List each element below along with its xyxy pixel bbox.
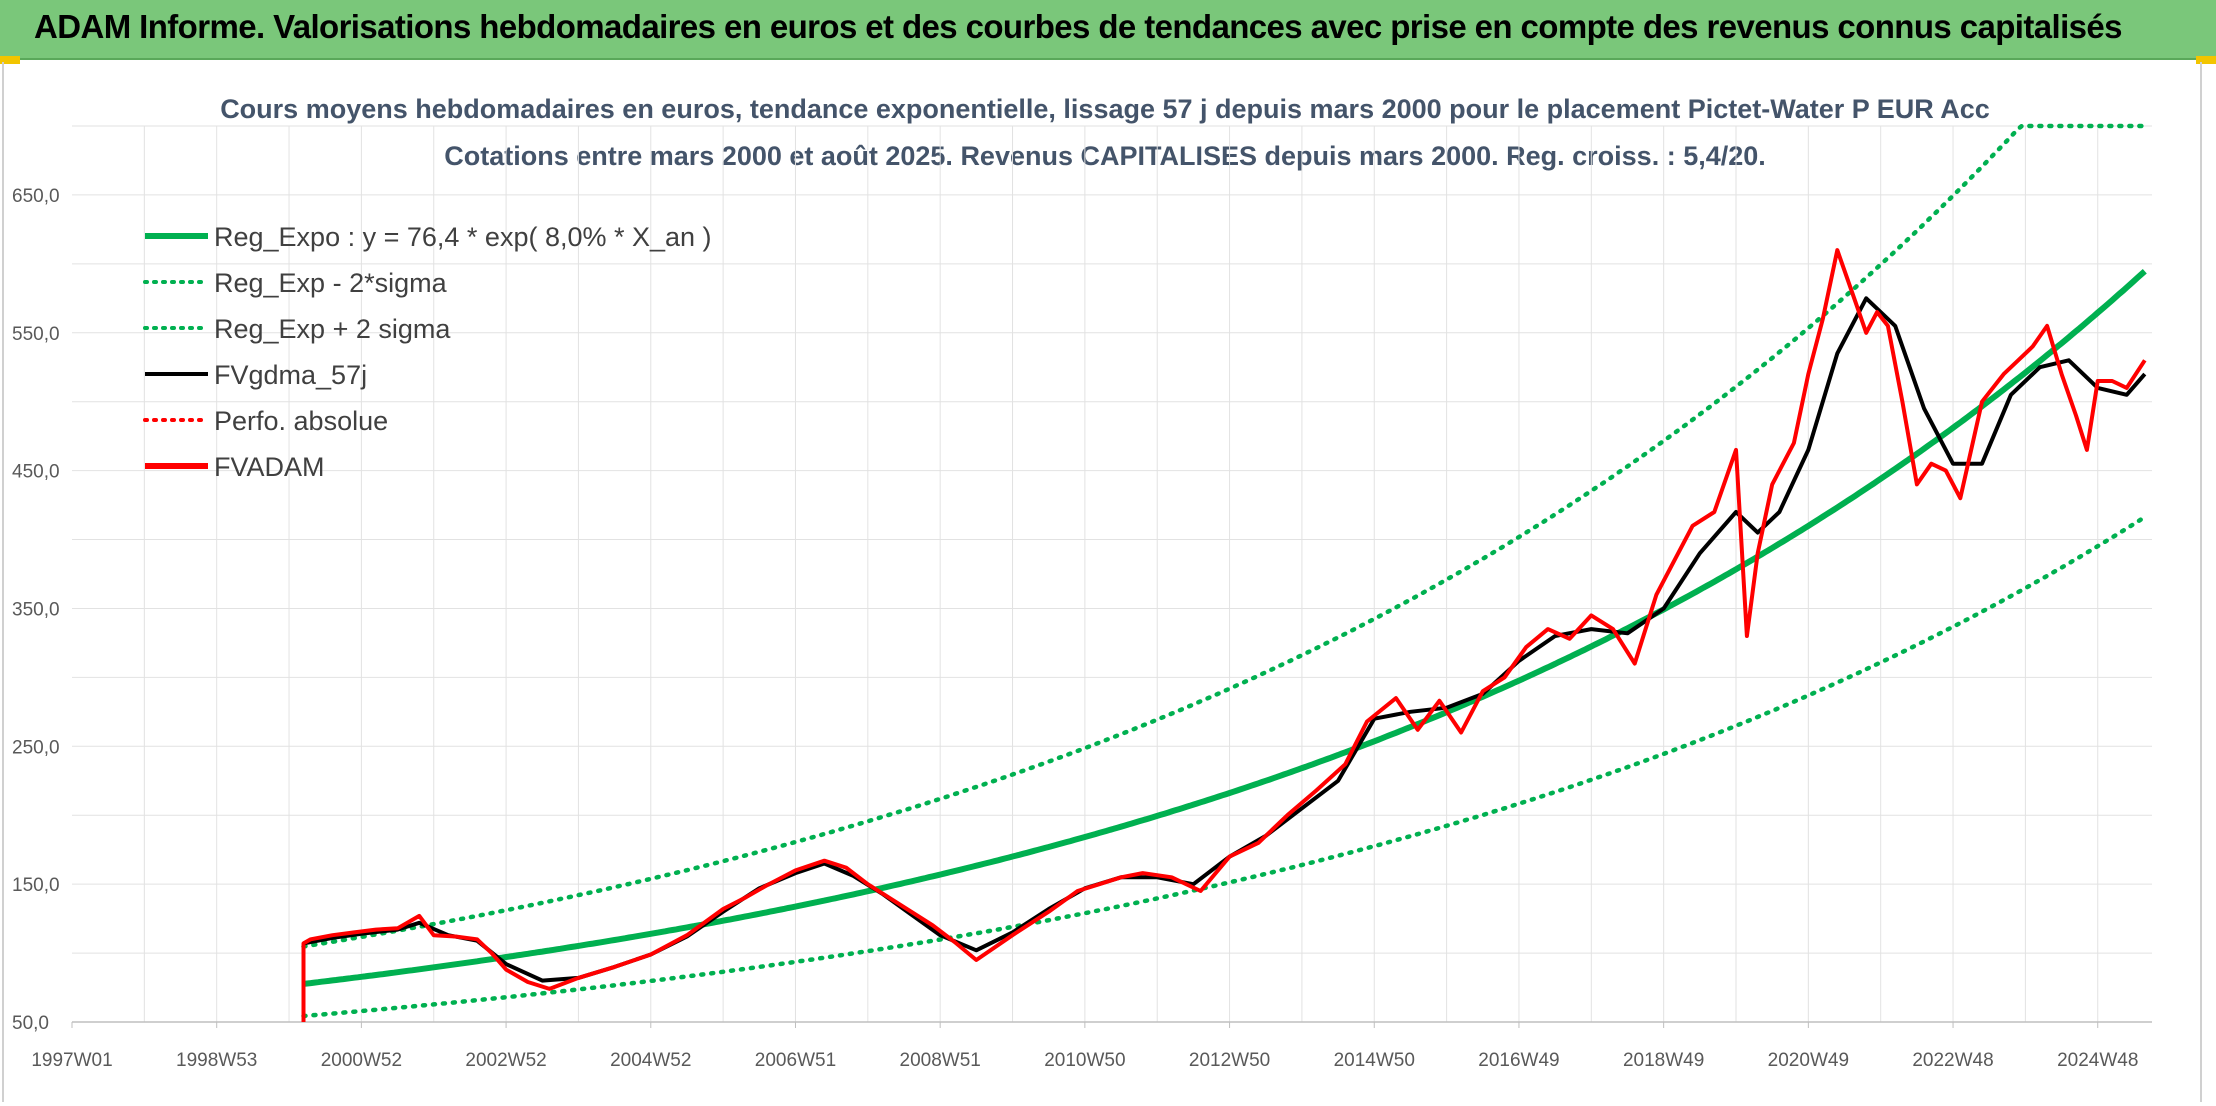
x-tick-label: 2006W51 — [755, 1050, 836, 1071]
y-tick-label: 550,0 — [12, 324, 60, 345]
legend-label: Reg_Exp + 2 sigma — [214, 314, 451, 344]
x-tick-label: 2010W50 — [1044, 1050, 1125, 1071]
legend-label: Reg_Exp - 2*sigma — [214, 268, 448, 298]
x-tick-label: 2002W52 — [465, 1050, 546, 1071]
legend-label: FVgdma_57j — [214, 360, 367, 390]
legend-label: FVADAM — [214, 452, 325, 482]
y-tick-label: 650,0 — [12, 186, 60, 207]
series-line-reg-exp-plus-2-sigma — [301, 123, 2148, 949]
y-axis: 50,0 150,0 250,0 350,0 450,0 550,0 650,0 — [12, 186, 60, 1034]
legend-label: Reg_Expo : y = 76,4 * exp( 8,0% * X_an ) — [214, 222, 712, 252]
legend-label: Perfo. absolue — [214, 406, 388, 436]
gridlines — [72, 125, 2152, 1023]
series-line-reg-expo — [303, 268, 2147, 987]
series-line-reg-exp-minus-2-sigma — [301, 514, 2148, 1019]
series-line-fvadam — [301, 248, 2147, 1022]
x-tick-label: 2004W52 — [610, 1050, 691, 1071]
x-tick-label: 2012W50 — [1189, 1050, 1270, 1071]
y-tick-label: 150,0 — [12, 875, 60, 896]
y-tick-label: 350,0 — [12, 599, 60, 620]
x-tick-label: 2024W48 — [2057, 1050, 2138, 1071]
corner-mark-right — [2196, 56, 2216, 64]
banner-title: ADAM Informe. Valorisations hebdomadaire… — [34, 8, 2123, 45]
y-tick-label: 450,0 — [12, 462, 60, 483]
y-tick-label: 250,0 — [12, 737, 60, 758]
plot-area — [301, 123, 2148, 1022]
x-tick-label: 1998W53 — [176, 1050, 257, 1071]
x-tick-label: 2018W49 — [1623, 1050, 1704, 1071]
chart-subtitle: Cotations entre mars 2000 et août 2025. … — [444, 141, 1766, 171]
y-tick-label: 50,0 — [12, 1013, 49, 1034]
chart-frame — [2, 62, 2202, 1102]
x-axis: 1997W01 1998W53 2000W52 2002W52 2004W52 2006W… — [31, 1022, 2138, 1071]
x-tick-label: 2016W49 — [1478, 1050, 1559, 1071]
header-banner: ADAM Informe. Valorisations hebdomadaire… — [0, 0, 2216, 60]
x-tick-label: 2022W48 — [1912, 1050, 1993, 1071]
chart-title: Cours moyens hebdomadaires en euros, ten… — [220, 94, 1990, 124]
x-tick-label: 2000W52 — [321, 1050, 402, 1071]
x-tick-label: 2014W50 — [1334, 1050, 1415, 1071]
series-line-fvgdma-57j — [303, 296, 2147, 983]
x-tick-label: 1997W01 — [31, 1050, 112, 1071]
legend: Reg_Expo : y = 76,4 * exp( 8,0% * X_an )… — [143, 222, 712, 482]
corner-mark-left — [0, 56, 20, 64]
x-tick-label: 2008W51 — [900, 1050, 981, 1071]
x-tick-label: 2020W49 — [1768, 1050, 1849, 1071]
